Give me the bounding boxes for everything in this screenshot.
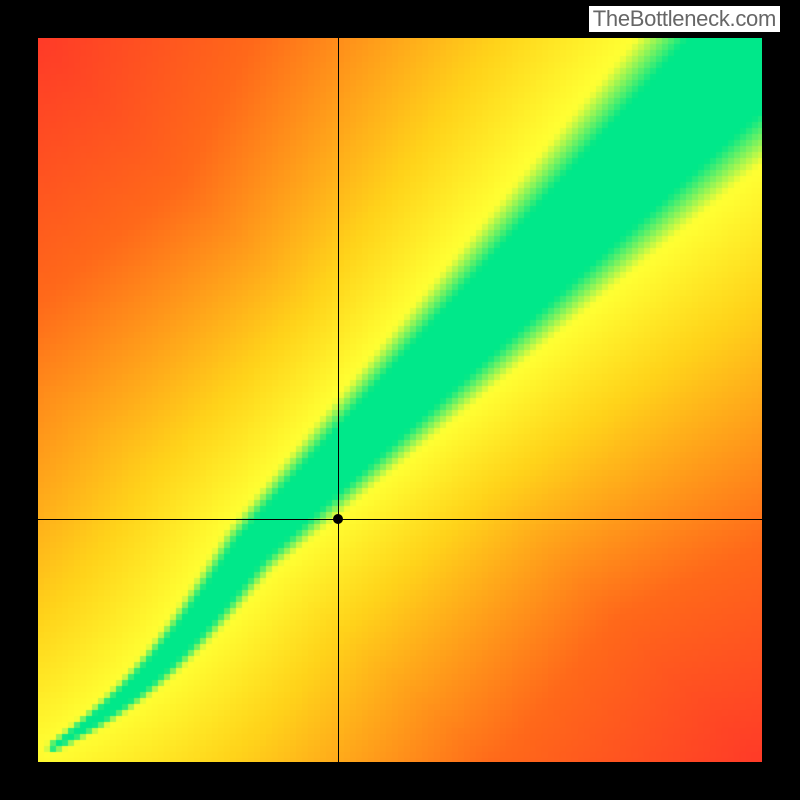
crosshair-horizontal	[38, 519, 762, 520]
plot-area	[38, 38, 762, 762]
marker-point	[333, 514, 343, 524]
watermark-text: TheBottleneck.com	[589, 6, 780, 32]
chart-container: TheBottleneck.com	[0, 0, 800, 800]
heatmap-canvas	[38, 38, 762, 762]
crosshair-vertical	[338, 38, 339, 762]
